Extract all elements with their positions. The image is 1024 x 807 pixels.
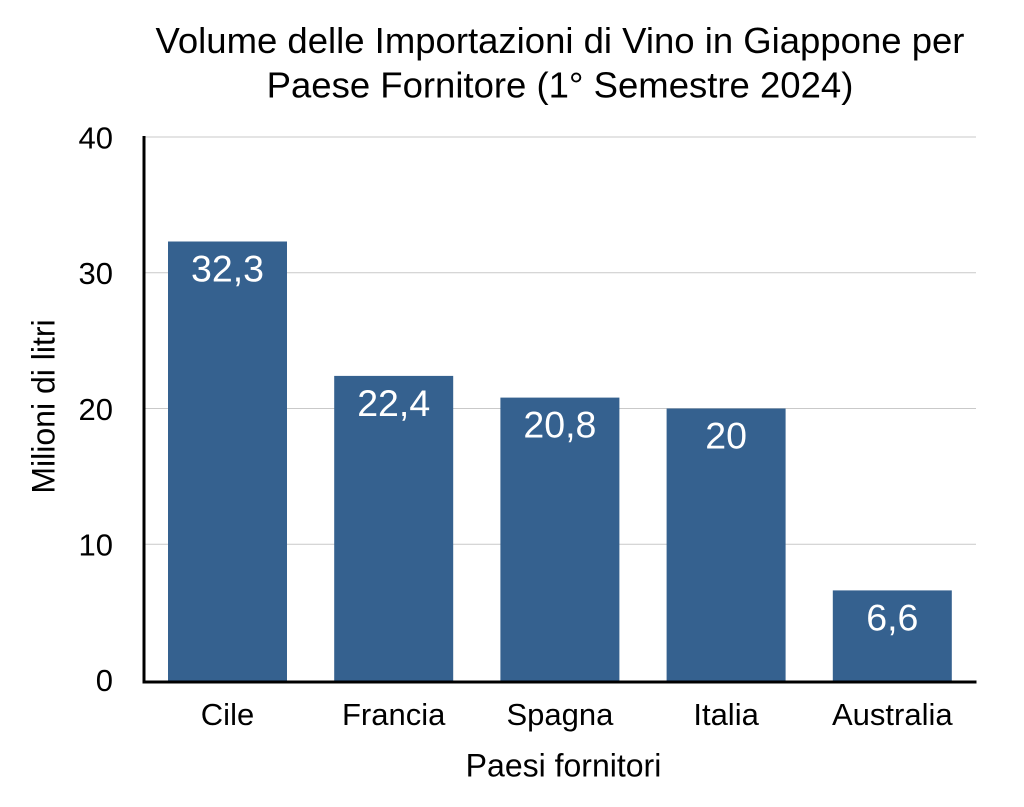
svg-text:40: 40 (79, 120, 113, 155)
svg-text:Milioni di litri: Milioni di litri (26, 319, 62, 493)
svg-text:Paese Fornitore (1° Semestre 2: Paese Fornitore (1° Semestre 2024) (267, 65, 854, 106)
svg-text:20,8: 20,8 (523, 404, 596, 446)
svg-text:Australia: Australia (832, 697, 953, 732)
svg-text:Paesi fornitori: Paesi fornitori (466, 748, 662, 784)
svg-text:Spagna: Spagna (506, 697, 614, 732)
svg-text:Volume delle Importazioni di V: Volume delle Importazioni di Vino in Gia… (156, 20, 965, 61)
svg-text:Cile: Cile (201, 697, 254, 732)
svg-text:20: 20 (705, 414, 747, 456)
svg-text:20: 20 (79, 392, 113, 427)
svg-text:0: 0 (96, 663, 113, 698)
svg-text:30: 30 (79, 256, 113, 291)
svg-text:10: 10 (79, 528, 113, 563)
svg-text:Italia: Italia (693, 697, 759, 732)
svg-text:32,3: 32,3 (191, 247, 264, 289)
svg-text:Francia: Francia (342, 697, 446, 732)
svg-text:6,6: 6,6 (866, 596, 918, 638)
svg-text:22,4: 22,4 (357, 382, 430, 424)
